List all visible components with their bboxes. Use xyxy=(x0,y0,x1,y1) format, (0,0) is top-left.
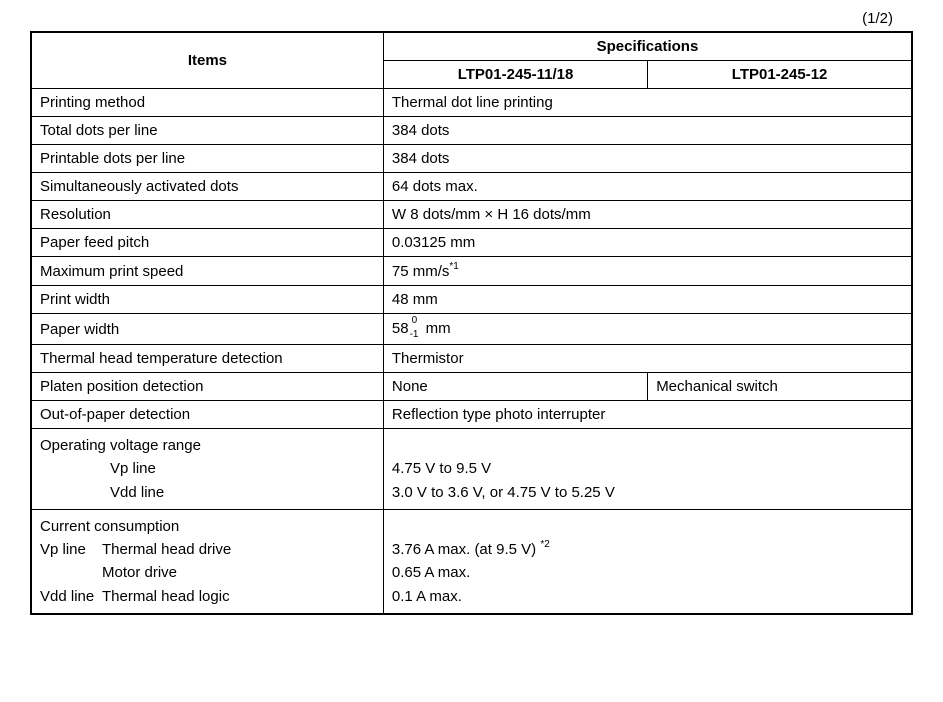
table-row: Current consumption Vp lineThermal head … xyxy=(31,509,912,614)
row-label-multi: Current consumption Vp lineThermal head … xyxy=(31,509,383,614)
value-prefix: 75 mm/s xyxy=(392,263,450,280)
value-prefix: 58 xyxy=(392,320,409,337)
row-value: 384 dots xyxy=(383,145,912,173)
vp-value: 4.75 V to 9.5 V xyxy=(392,460,491,477)
footnote-ref: *2 xyxy=(540,539,549,550)
op-voltage-label: Operating voltage range xyxy=(40,437,201,454)
row-value-multi: 4.75 V to 9.5 V 3.0 V to 3.6 V, or 4.75 … xyxy=(383,429,912,510)
value-suffix: mm xyxy=(421,320,450,337)
row-label: Out-of-paper detection xyxy=(31,401,383,429)
row-value: 75 mm/s*1 xyxy=(383,257,912,286)
current-label: Current consumption xyxy=(40,518,179,535)
row-label: Printing method xyxy=(31,89,383,117)
tolerance: 0-1 xyxy=(410,318,419,338)
spec-table: Items Specifications LTP01-245-11/18 LTP… xyxy=(30,31,913,615)
header-model-b: LTP01-245-12 xyxy=(648,61,912,89)
row-value: 384 dots xyxy=(383,117,912,145)
table-row: Total dots per line 384 dots xyxy=(31,117,912,145)
vp-line-label: Vp line xyxy=(110,460,156,477)
table-row: Printable dots per line 384 dots xyxy=(31,145,912,173)
header-model-a: LTP01-245-11/18 xyxy=(383,61,647,89)
table-row: Thermal head temperature detection Therm… xyxy=(31,345,912,373)
tolerance-bot: -1 xyxy=(410,330,419,340)
row-label: Simultaneously activated dots xyxy=(31,173,383,201)
table-row: Out-of-paper detection Reflection type p… xyxy=(31,401,912,429)
row-value: Reflection type photo interrupter xyxy=(383,401,912,429)
motor-value: 0.65 A max. xyxy=(392,564,470,581)
row-label: Print width xyxy=(31,286,383,314)
motor-label: Motor drive xyxy=(102,564,177,581)
vdd-line-text: Vdd line xyxy=(40,585,102,608)
table-row: Simultaneously activated dots 64 dots ma… xyxy=(31,173,912,201)
row-label: Printable dots per line xyxy=(31,145,383,173)
header-items: Items xyxy=(31,32,383,89)
row-value: W 8 dots/mm × H 16 dots/mm xyxy=(383,201,912,229)
row-value: Thermistor xyxy=(383,345,912,373)
row-value: 48 mm xyxy=(383,286,912,314)
table-row: Print width 48 mm xyxy=(31,286,912,314)
header-specs: Specifications xyxy=(383,32,912,61)
vp-line-text: Vp line xyxy=(40,538,102,561)
row-label: Paper feed pitch xyxy=(31,229,383,257)
table-row: Resolution W 8 dots/mm × H 16 dots/mm xyxy=(31,201,912,229)
vdd-line-label: Vdd line xyxy=(110,484,164,501)
row-label: Platen position detection xyxy=(31,373,383,401)
row-value-b: Mechanical switch xyxy=(648,373,912,401)
thl-label: Thermal head logic xyxy=(102,588,230,605)
table-row: Printing method Thermal dot line printin… xyxy=(31,89,912,117)
row-label: Maximum print speed xyxy=(31,257,383,286)
row-value-multi: 3.76 A max. (at 9.5 V) *2 0.65 A max. 0.… xyxy=(383,509,912,614)
row-label: Total dots per line xyxy=(31,117,383,145)
row-value: Thermal dot line printing xyxy=(383,89,912,117)
row-value: 64 dots max. xyxy=(383,173,912,201)
footnote-ref: *1 xyxy=(449,261,458,272)
row-value: 580-1 mm xyxy=(383,314,912,345)
table-row: Platen position detection None Mechanica… xyxy=(31,373,912,401)
row-value: 0.03125 mm xyxy=(383,229,912,257)
thl-value: 0.1 A max. xyxy=(392,588,462,605)
table-row: Paper feed pitch 0.03125 mm xyxy=(31,229,912,257)
table-row: Paper width 580-1 mm xyxy=(31,314,912,345)
row-label: Paper width xyxy=(31,314,383,345)
row-label: Resolution xyxy=(31,201,383,229)
thd-label: Thermal head drive xyxy=(102,541,231,558)
table-row: Maximum print speed 75 mm/s*1 xyxy=(31,257,912,286)
table-row: Operating voltage range Vp line Vdd line… xyxy=(31,429,912,510)
row-label: Thermal head temperature detection xyxy=(31,345,383,373)
row-label-multi: Operating voltage range Vp line Vdd line xyxy=(31,429,383,510)
thd-value: 3.76 A max. (at 9.5 V) xyxy=(392,541,540,558)
row-value-a: None xyxy=(383,373,647,401)
page-indicator: (1/2) xyxy=(30,10,913,27)
tolerance-top: 0 xyxy=(412,316,421,326)
vdd-value: 3.0 V to 3.6 V, or 4.75 V to 5.25 V xyxy=(392,484,615,501)
